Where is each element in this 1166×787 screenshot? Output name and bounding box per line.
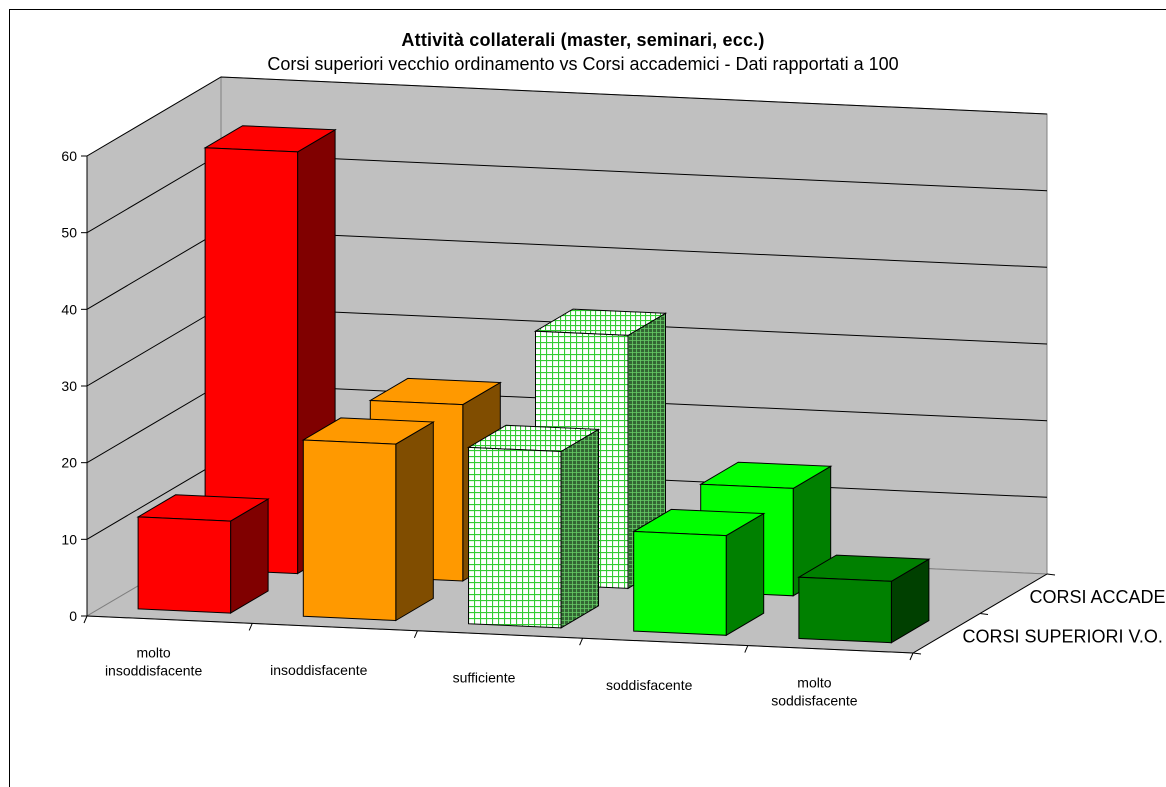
bar <box>301 417 436 622</box>
category-label: molto <box>136 645 170 661</box>
bar <box>797 554 931 644</box>
x-tick-mark <box>579 638 584 646</box>
bar-front-face <box>468 446 562 629</box>
x-axis-line <box>86 615 914 654</box>
x-tick-mark <box>248 623 253 631</box>
bar <box>136 494 270 614</box>
depth-tick-mark <box>979 613 989 615</box>
category-label: insoddisfacente <box>105 663 203 679</box>
bar-side-face <box>395 421 434 622</box>
series-label: CORSI SUPERIORI V.O. <box>963 626 1163 646</box>
x-tick-mark <box>83 615 88 624</box>
depth-tick-mark <box>912 652 922 655</box>
category-label: insoddisfacente <box>270 662 368 678</box>
bar-side-face <box>560 428 599 629</box>
y-tick-label: 60 <box>61 148 77 164</box>
gridline <box>86 76 1048 157</box>
y-tick-label: 0 <box>69 608 77 624</box>
chart-frame <box>9 9 1166 787</box>
bar <box>631 508 766 637</box>
bar-front-face <box>137 516 232 614</box>
x-tick-mark <box>413 630 418 638</box>
bar <box>466 424 601 629</box>
chart-title: Attività collaterali (master, seminari, … <box>401 30 765 50</box>
bar-front-face <box>302 439 397 622</box>
chart-subtitle: Corsi superiori vecchio ordinamento vs C… <box>267 54 899 74</box>
y-tick-label: 40 <box>61 301 77 317</box>
x-tick-mark <box>744 645 749 653</box>
y-tick-label: 10 <box>61 531 77 547</box>
depth-tick-mark <box>1046 573 1056 576</box>
category-label: soddisfacente <box>771 692 858 708</box>
y-tick-label: 30 <box>61 378 77 394</box>
series-label: CORSI ACCADEMICI <box>1030 587 1166 607</box>
category-label: sufficiente <box>453 670 516 686</box>
bar-front-face <box>633 530 727 636</box>
category-label: molto <box>797 674 831 690</box>
bar-front-face <box>798 576 892 644</box>
x-tick-mark <box>909 652 914 661</box>
y-tick-label: 50 <box>61 225 77 241</box>
y-tick-label: 20 <box>61 455 77 471</box>
category-label: soddisfacente <box>606 677 693 693</box>
